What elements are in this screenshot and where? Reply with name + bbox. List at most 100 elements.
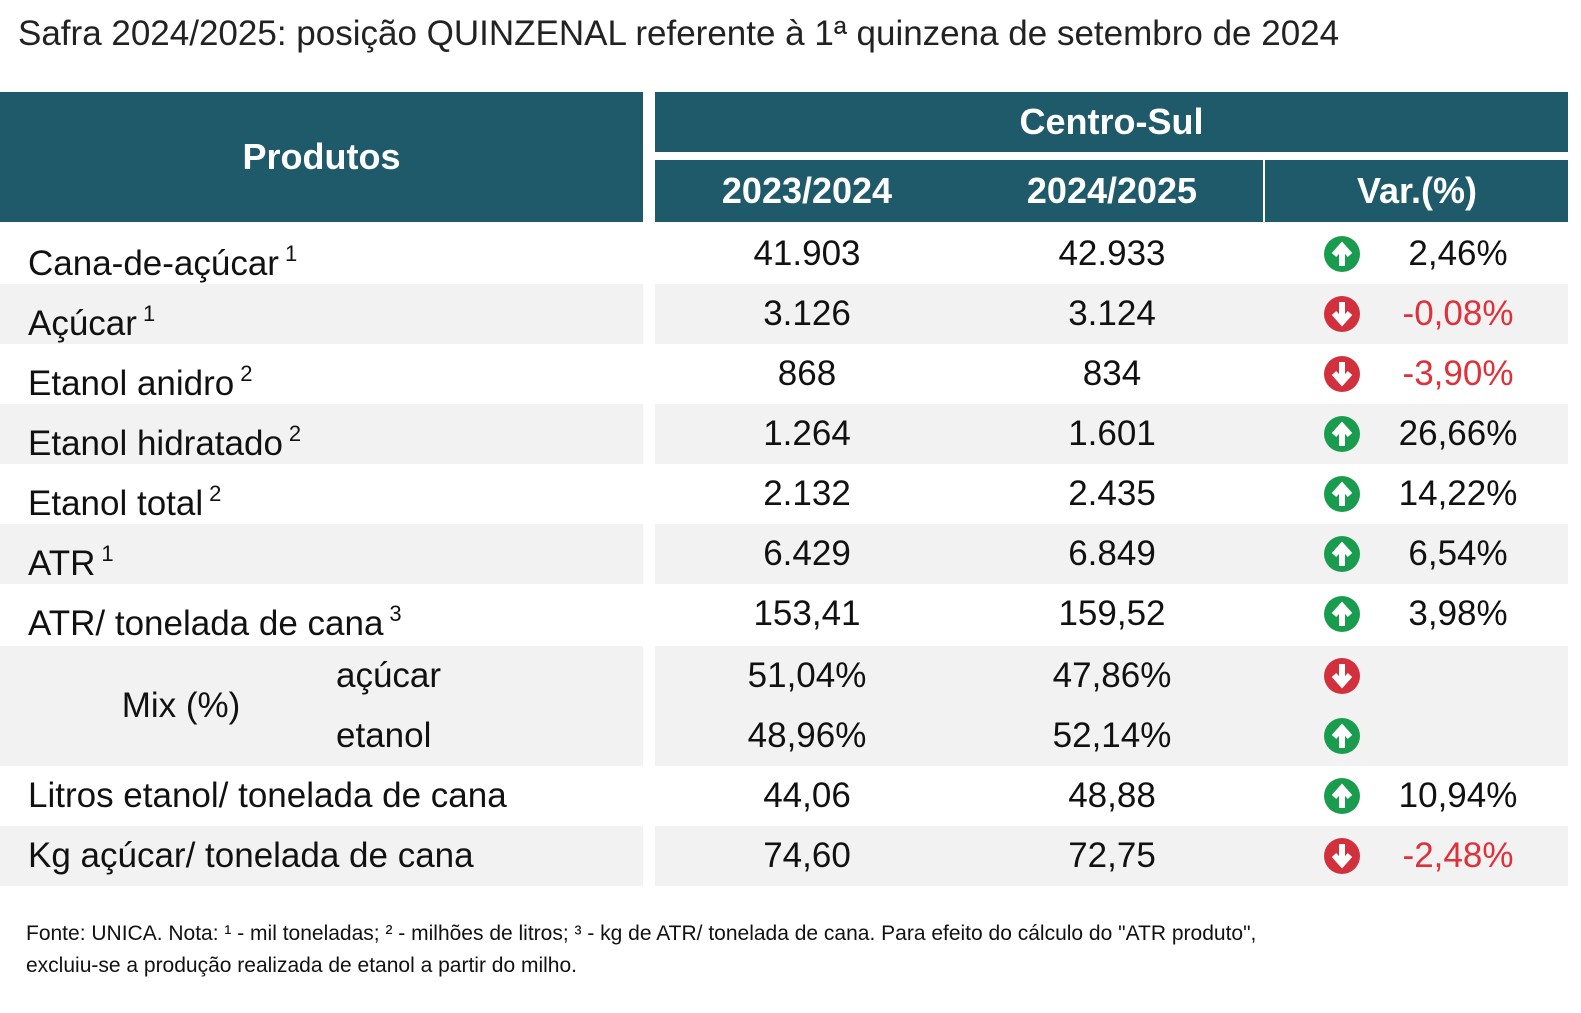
label-text: Kg açúcar/ tonelada de cana (28, 836, 474, 875)
value: 47,86% (1052, 656, 1172, 695)
value: 51,04% (747, 656, 867, 695)
value: 72,75 (1068, 836, 1156, 875)
value: 42.933 (1058, 234, 1166, 273)
row-label: Etanol total 2 (28, 464, 221, 524)
value: 6.849 (1068, 534, 1156, 573)
arrow-svg (1324, 296, 1360, 332)
arrow-svg (1324, 838, 1360, 874)
arrow-svg (1324, 596, 1360, 632)
var-value: 3,98% (1408, 594, 1508, 633)
mix-sub-label: açúcar (336, 656, 442, 695)
arrow-up-icon (1324, 778, 1360, 814)
row-label: Etanol anidro 2 (28, 344, 253, 404)
arrow-up-icon (1324, 236, 1360, 272)
arrow-svg (1324, 718, 1360, 754)
var-value: -0,08% (1402, 294, 1514, 333)
arrow-up-icon (1324, 536, 1360, 572)
row-bg (0, 284, 643, 344)
value: 3.124 (1068, 294, 1156, 333)
row-label: ATR 1 (28, 524, 114, 584)
arrow-svg (1324, 778, 1360, 814)
arrow-up-icon (1324, 596, 1360, 632)
value: 834 (1082, 354, 1142, 393)
arrow-svg (1324, 536, 1360, 572)
mix-label: Mix (%) (121, 686, 241, 725)
label-text: Cana-de-açúcar (28, 244, 279, 283)
mix-sub-label: etanol (336, 716, 432, 755)
value: 1.264 (763, 414, 851, 453)
row-label: Açúcar 1 (28, 284, 155, 344)
arrow-up-icon (1324, 416, 1360, 452)
label-text: Etanol anidro (28, 364, 235, 403)
note-mark: 1 (101, 541, 114, 566)
row-bg (0, 404, 643, 464)
arrow-svg (1324, 236, 1360, 272)
value: 48,88 (1068, 776, 1156, 815)
value: 2.435 (1068, 474, 1156, 513)
label-text: Litros etanol/ tonelada de cana (28, 776, 507, 815)
row-bg (655, 404, 1568, 464)
var-value: 2,46% (1408, 234, 1508, 273)
row-bg (0, 826, 643, 886)
row-label: Cana-de-açúcar 1 (28, 224, 297, 284)
arrow-down-icon (1324, 658, 1360, 694)
label-text: ATR (28, 544, 96, 583)
note-mark: 2 (209, 481, 222, 506)
row-bg (655, 284, 1568, 344)
value: 159,52 (1058, 594, 1166, 633)
var-value: 14,22% (1398, 474, 1518, 513)
row-label: Etanol hidratado 2 (28, 404, 301, 464)
note-mark: 2 (288, 421, 302, 446)
row-label: ATR/ tonelada de cana 3 (28, 584, 402, 644)
row-bg (655, 524, 1568, 584)
row-bg (655, 646, 1568, 766)
var-value: -3,90% (1402, 354, 1514, 393)
note-mark: 2 (240, 361, 253, 386)
row-label: Kg açúcar/ tonelada de cana (28, 826, 474, 886)
value: 2.132 (763, 474, 851, 513)
column-header: Var.(%) (1356, 170, 1478, 211)
label-text: Etanol hidratado (28, 424, 283, 463)
var-value: 10,94% (1398, 776, 1518, 815)
arrow-svg (1324, 416, 1360, 452)
value: 6.429 (763, 534, 851, 573)
var-value: -2,48% (1402, 836, 1514, 875)
title: Safra 2024/2025: posição QUINZENAL refer… (18, 14, 1340, 53)
row-label: Litros etanol/ tonelada de cana (28, 766, 507, 826)
footnote: excluiu-se a produção realizada de etano… (26, 954, 577, 977)
column-header: 2024/2025 (1026, 170, 1198, 211)
value: 41.903 (753, 234, 861, 273)
var-value: 26,66% (1398, 414, 1518, 453)
value: 868 (777, 354, 837, 393)
var-value: 6,54% (1408, 534, 1508, 573)
products-header: Produtos (0, 92, 643, 222)
arrow-down-icon (1324, 356, 1360, 392)
column-header: 2023/2024 (721, 170, 893, 211)
value: 48,96% (747, 716, 867, 755)
value: 3.126 (763, 294, 851, 333)
arrow-up-icon (1324, 476, 1360, 512)
arrow-svg (1324, 658, 1360, 694)
note-mark: 1 (142, 301, 156, 326)
note-mark: 1 (284, 241, 298, 266)
value: 1.601 (1068, 414, 1156, 453)
row-bg (655, 826, 1568, 886)
value: 52,14% (1052, 716, 1172, 755)
label-text: Etanol total (28, 484, 204, 523)
value: 153,41 (753, 594, 861, 633)
column-header-bg (655, 160, 1263, 222)
row-bg (0, 524, 643, 584)
arrow-down-icon (1324, 296, 1360, 332)
region-header: Centro-Sul (655, 92, 1568, 152)
value: 44,06 (763, 776, 851, 815)
note-mark: 3 (389, 601, 402, 626)
footnote: Fonte: UNICA. Nota: ¹ - mil toneladas; ²… (26, 922, 1257, 945)
arrow-svg (1324, 476, 1360, 512)
column-header-bg (1265, 160, 1568, 222)
label-text: ATR/ tonelada de cana (28, 604, 384, 643)
row-bg (0, 646, 643, 766)
arrow-down-icon (1324, 838, 1360, 874)
arrow-up-icon (1324, 718, 1360, 754)
label-text: Açúcar (28, 304, 137, 343)
